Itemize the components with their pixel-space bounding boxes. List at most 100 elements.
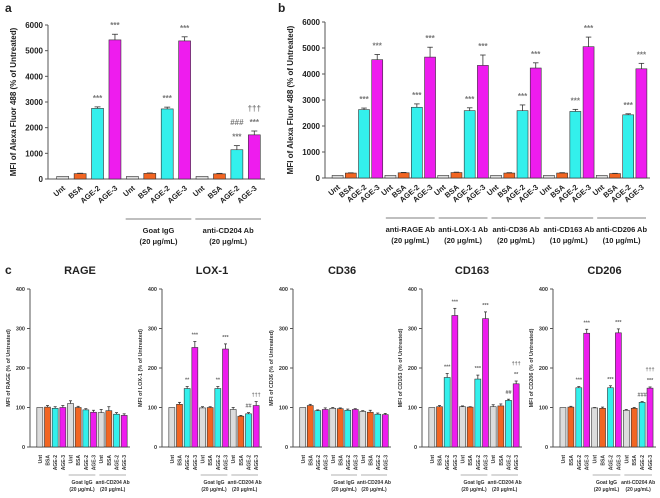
bar-unt xyxy=(543,175,555,179)
bar-unt xyxy=(437,175,450,179)
bar-unt xyxy=(97,412,105,448)
bar-bsa xyxy=(306,405,314,448)
bar-unt xyxy=(299,407,307,448)
bar-age-3 xyxy=(222,348,229,448)
y-tick-label: 200 xyxy=(16,366,25,372)
group-label: anti-CD204 Ab xyxy=(488,480,522,486)
bar-age-3 xyxy=(59,407,67,448)
chart-panel-CD206: CD206 0 100 200 300 400 MFI of CD206 (% of Unt… xyxy=(529,265,656,493)
x-category-label: AGE-2 xyxy=(640,455,646,471)
y-tick-label: 1000 xyxy=(302,148,320,157)
y-axis-label: MFI of LOX-1 (% of Untreated) xyxy=(138,329,144,407)
bar-unt xyxy=(195,176,209,180)
group-concentration: (10 μg/mL) xyxy=(603,236,641,245)
y-axis-label: MFI of CD36 (% of Untreated) xyxy=(269,330,275,406)
bar-group: Unt BSA AGE-2 AGE-3 xyxy=(36,405,67,471)
bar-age-2 xyxy=(230,149,244,180)
x-category-label: AGE-2 xyxy=(476,455,482,471)
bar-age-2 xyxy=(214,388,222,448)
y-axis-label: MFI of CD163 (% of Untreated) xyxy=(398,328,404,407)
bar-bsa xyxy=(345,172,357,179)
group-concentration: (20 μg/mL) xyxy=(361,487,387,493)
y-tick-label: 1000 xyxy=(25,149,43,158)
bar-bsa xyxy=(73,173,87,180)
x-category-label: Unt xyxy=(38,455,44,464)
significance-mark: *** xyxy=(465,95,475,104)
x-category-label: Unt xyxy=(52,183,68,198)
bar-age-2 xyxy=(575,387,583,448)
bar-unt xyxy=(229,409,237,448)
x-category-label: AGE-2 xyxy=(216,455,222,471)
bar-age-2 xyxy=(374,413,382,448)
x-category-label: Unt xyxy=(361,455,367,464)
x-category-label: AGE-3 xyxy=(383,455,389,471)
bar-group: Unt BSA AGE-2 AGE-3 xyxy=(67,400,98,470)
y-tick-label: 300 xyxy=(408,327,417,333)
significance-mark: *** xyxy=(250,118,260,127)
significance-mark: ** xyxy=(216,378,221,384)
group-label: anti-CD36 Ab xyxy=(493,225,540,234)
group-label: Goat IgG xyxy=(143,226,175,235)
group-label: anti-CD206 Ab xyxy=(596,225,647,234)
y-tick-label: 300 xyxy=(16,327,25,333)
bar-unt xyxy=(329,407,337,448)
bar-age-3 xyxy=(477,65,489,179)
bar-unt xyxy=(428,407,436,448)
bar-bsa xyxy=(213,173,226,180)
x-category-label: BSA xyxy=(468,455,474,466)
group-label: anti-CD204 Ab xyxy=(96,480,130,486)
bar-bsa xyxy=(450,172,463,179)
y-tick-label: 300 xyxy=(148,327,157,333)
bar-bsa xyxy=(503,172,516,179)
bar-group: Unt BSA ** AGE-2 *** AGE-3 xyxy=(168,333,199,470)
x-category-label: Unt xyxy=(301,455,307,464)
y-tick-label: 400 xyxy=(408,287,417,293)
bar-unt xyxy=(559,407,567,448)
x-category-label: AGE-3 xyxy=(224,455,230,471)
x-category-label: AGE-2 xyxy=(577,455,583,471)
bar-age-2 xyxy=(443,377,451,448)
x-category-label: Unt xyxy=(624,455,630,464)
y-tick-label: 400 xyxy=(16,287,25,293)
x-category-label: Unt xyxy=(170,455,176,464)
significance-mark: *** xyxy=(163,94,173,103)
x-category-label: AGE-3 xyxy=(353,455,359,471)
x-category-label: AGE-3 xyxy=(323,455,329,471)
bar-group: Unt BSA AGE-2 AGE-3 xyxy=(97,406,128,471)
group-label: Goat IgG xyxy=(333,480,354,486)
x-category-label: AGE-2 xyxy=(53,455,59,471)
bar-age-3 xyxy=(451,315,459,448)
group-label: anti-LOX-1 Ab xyxy=(438,225,488,234)
significance-mark: *** xyxy=(180,24,190,33)
bar-age-3 xyxy=(321,409,329,448)
x-category-label: BSA xyxy=(308,455,314,466)
x-category-label: BSA xyxy=(601,455,607,466)
panel-letter: b xyxy=(278,1,285,15)
significance-mark: *** xyxy=(615,320,622,326)
y-tick-label: 100 xyxy=(539,406,548,412)
bar-age-3 xyxy=(424,56,436,179)
group-label: Goat IgG xyxy=(71,480,92,486)
significance-mark: *** xyxy=(373,42,383,51)
bar-unt xyxy=(384,175,397,179)
bar-age-2 xyxy=(82,409,90,448)
x-category-label: Unt xyxy=(430,455,436,464)
bar-bsa xyxy=(366,411,374,448)
bar-group: Unt BSA ** AGE-2 *** AGE-3 xyxy=(199,335,230,471)
y-tick-label: 0 xyxy=(154,445,157,451)
y-tick-label: 4000 xyxy=(25,72,43,81)
significance-mark: *** xyxy=(571,96,581,105)
bar-bsa xyxy=(44,406,51,448)
x-category-label: AGE-3 xyxy=(484,455,490,471)
x-category-label: BSA xyxy=(46,455,52,466)
x-category-label: AGE-3 xyxy=(122,455,128,471)
bar-group: Unt BSA AGE-2 AGE-3 xyxy=(329,407,359,471)
significance-mark-dagger: ††† xyxy=(645,367,654,373)
bar-unt xyxy=(56,176,70,180)
chart-panel-b: b 0 1000 2000 3000 4000 5000 6000 MFI of Alexa F… xyxy=(278,1,650,245)
group-concentration: (10 μg/mL) xyxy=(550,236,588,245)
